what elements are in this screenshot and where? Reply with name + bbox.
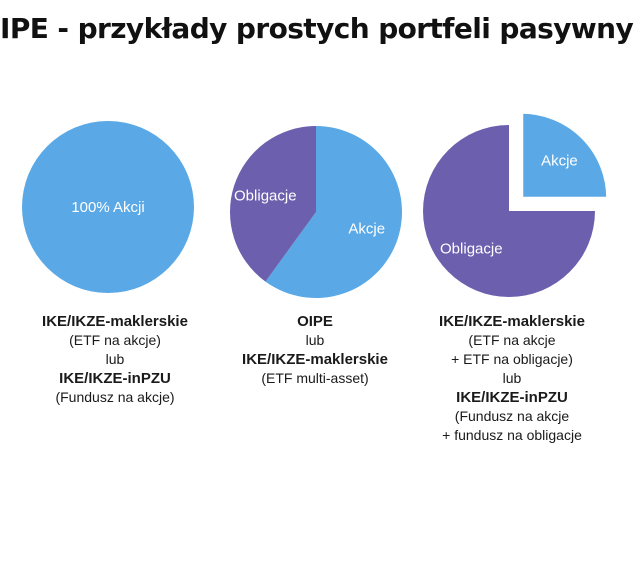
pie2-slice-obligacje: [229, 126, 316, 282]
pie1-slice-100-akcji: [22, 121, 194, 293]
pie1-slice-100-akcji-label: 100% Akcji: [71, 199, 144, 216]
portfolio-3-caption-line: + fundusz na obligacje: [442, 427, 582, 443]
portfolio-3-caption: IKE/IKZE-maklerskie (ETF na akcje + ETF na…: [402, 312, 622, 445]
portfolio-3-caption-line: lub: [502, 370, 522, 386]
pie3-slice-obligacje-label: Obligacje: [440, 241, 503, 258]
portfolio-3-caption-line: IKE/IKZE-maklerskie: [439, 313, 585, 330]
portfolio-1-caption-line: (ETF na akcje): [69, 332, 161, 348]
portfolio-1-caption-line: lub: [105, 351, 125, 367]
page-title: IPE - przykłady prostych portfeli pasywn…: [0, 12, 634, 45]
portfolio-3-caption-line: (ETF na akcje: [468, 332, 556, 348]
portfolio-1-caption-line: IKE/IKZE-maklerskie: [42, 313, 188, 330]
pie3-slice-akcje: [520, 110, 610, 200]
portfolio-3-caption-line: + ETF na obligacje): [451, 351, 573, 367]
pie3-slice-obligacje: [423, 125, 595, 297]
pie2-slice-akcje: [265, 126, 402, 298]
portfolio-1-caption-line: (Fundusz na akcje): [55, 389, 175, 405]
portfolio-2-caption-line: lub: [305, 332, 325, 348]
pie2-slice-akcje-label: Akcje: [348, 220, 385, 237]
portfolio-1-caption: IKE/IKZE-maklerskie (ETF na akcje) lub IKE/…: [5, 312, 225, 407]
pie3-slice-akcje-label: Akcje: [541, 153, 578, 170]
portfolio-3-caption-line: (Fundusz na akcje: [454, 408, 570, 424]
portfolio-2-caption: OIPE lub IKE/IKZE-maklerskie (ETF multi-ass…: [205, 312, 425, 388]
portfolio-1-caption-line: IKE/IKZE-inPZU: [59, 370, 171, 387]
portfolio-2-caption-line: IKE/IKZE-maklerskie: [242, 351, 388, 368]
portfolio-3-caption-line: IKE/IKZE-inPZU: [456, 389, 568, 406]
portfolio-2-caption-line: OIPE: [297, 313, 333, 330]
pie2-slice-obligacje-label: Obligacje: [234, 188, 297, 205]
portfolio-2-caption-line: (ETF multi-asset): [261, 370, 369, 386]
